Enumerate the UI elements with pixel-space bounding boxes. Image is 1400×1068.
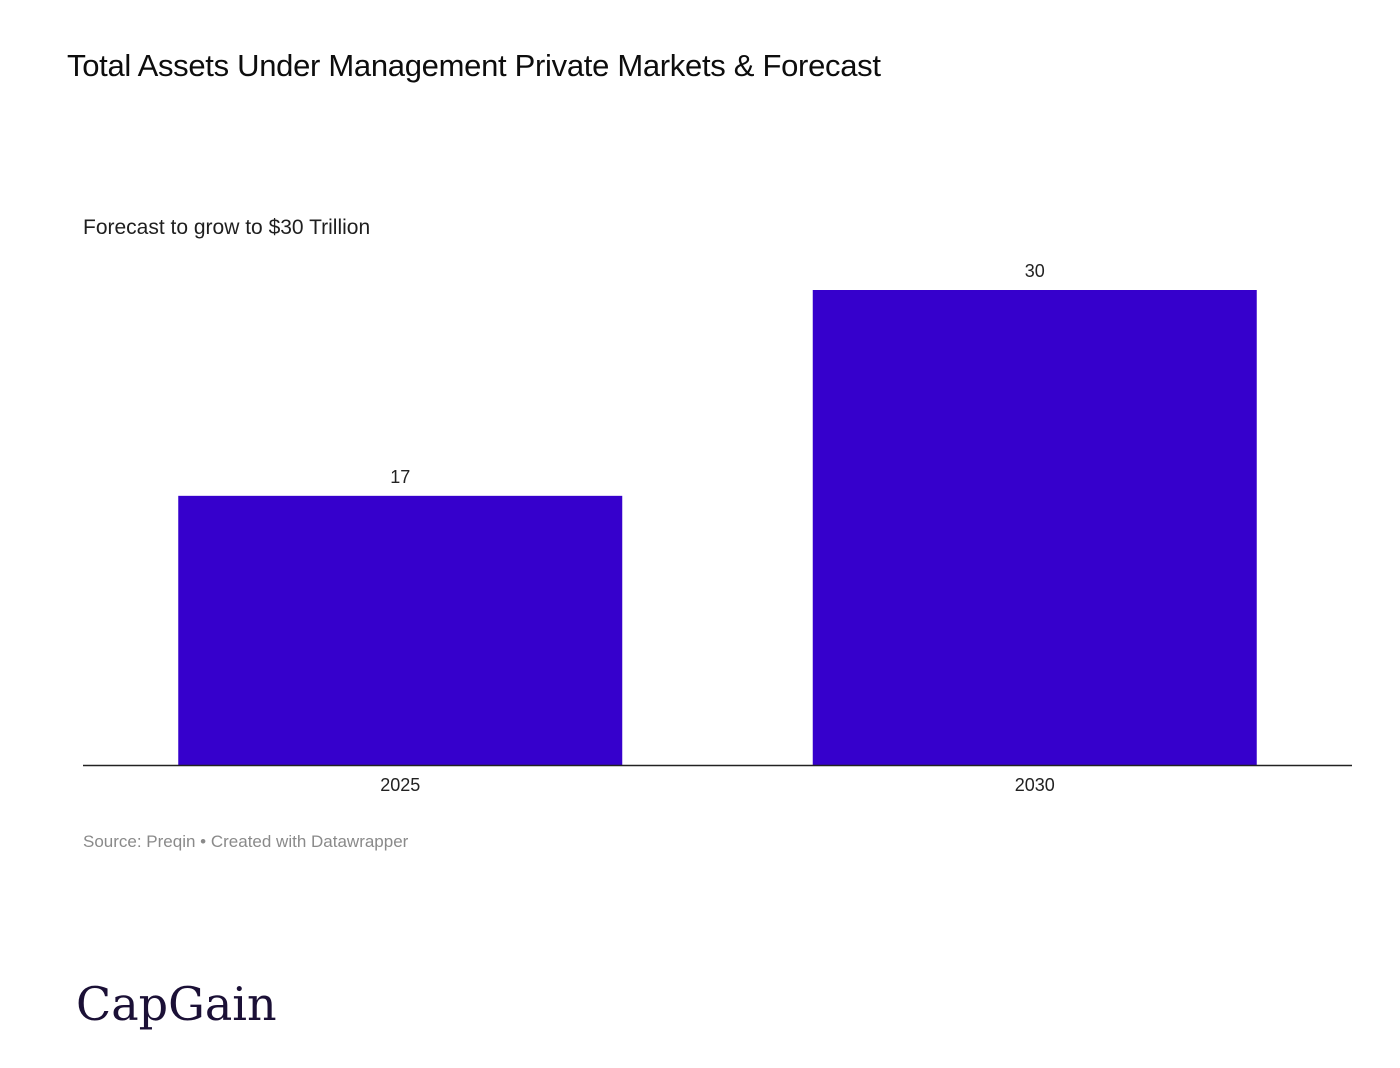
data-label-2030: 30 <box>1025 261 1045 281</box>
data-label-2025: 17 <box>390 467 410 487</box>
x-tick-label-2030: 2030 <box>1015 775 1055 795</box>
chart-title: Total Assets Under Management Private Ma… <box>67 48 881 83</box>
capgain-logo: CapGain <box>76 977 276 1031</box>
x-tick-label-2025: 2025 <box>380 775 420 795</box>
bar-2025 <box>178 495 623 765</box>
logo-wordmark: CapGain <box>76 977 276 1031</box>
source-note: Source: Preqin • Created with Datawrappe… <box>83 832 409 851</box>
bar-2030 <box>812 290 1257 765</box>
chart-subtitle: Forecast to grow to $30 Trillion <box>83 216 371 239</box>
